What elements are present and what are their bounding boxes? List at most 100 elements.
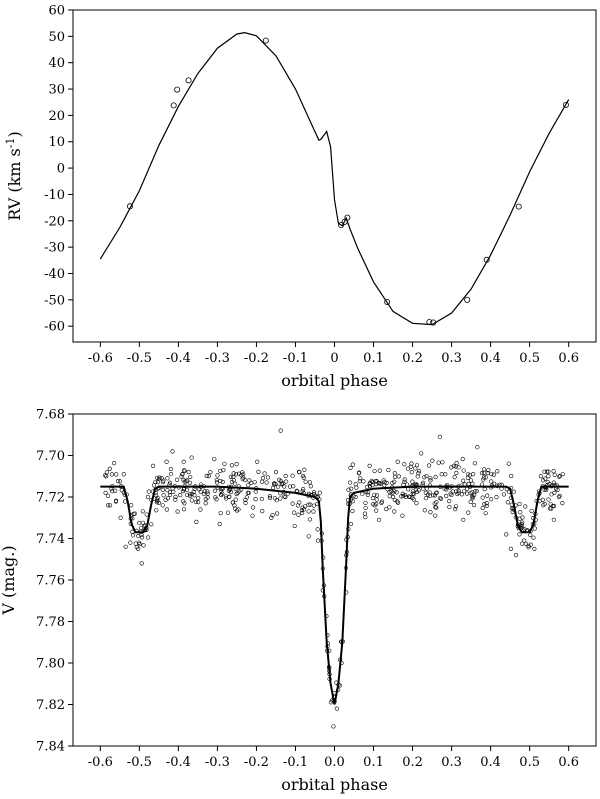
data-point (204, 473, 209, 478)
data-point (149, 522, 154, 527)
data-point (392, 509, 397, 514)
data-point (402, 477, 407, 482)
data-point (376, 481, 381, 486)
data-point (246, 483, 251, 488)
data-point (395, 459, 400, 464)
data-point (495, 469, 500, 474)
data-point (385, 487, 390, 492)
data-point (103, 490, 108, 495)
data-point (494, 494, 499, 500)
y-tick-label: 7.70 (36, 449, 65, 464)
data-point (171, 489, 176, 494)
data-point (423, 490, 428, 495)
data-point (536, 492, 541, 498)
data-point (267, 494, 273, 499)
data-point (243, 477, 248, 483)
data-point (442, 486, 447, 491)
data-point (182, 479, 187, 484)
data-point (471, 502, 477, 508)
data-point (326, 665, 332, 670)
data-point (316, 538, 321, 543)
data-point (188, 474, 193, 480)
data-point (338, 657, 343, 662)
data-point (324, 613, 329, 619)
data-point (234, 491, 239, 497)
data-point (384, 480, 389, 485)
y-tick-label: 7.80 (36, 657, 65, 672)
data-point (447, 504, 452, 510)
y-tick-label: 20 (48, 109, 65, 124)
data-point (306, 502, 311, 507)
data-point (480, 495, 485, 500)
data-point (413, 487, 418, 492)
data-point (416, 468, 422, 474)
data-point (229, 463, 235, 468)
data-point (525, 528, 530, 533)
data-point (189, 498, 194, 503)
data-point (365, 492, 370, 497)
data-point (252, 480, 257, 485)
data-point (505, 500, 511, 505)
data-point (350, 462, 355, 467)
data-point (346, 526, 351, 532)
data-point (250, 513, 255, 518)
data-point (456, 488, 461, 493)
data-point (119, 488, 124, 493)
data-point (311, 509, 316, 514)
x-tick-label: 0 (330, 351, 338, 366)
data-point (214, 480, 220, 485)
data-point (538, 474, 543, 479)
data-point (322, 594, 327, 599)
data-point (231, 471, 236, 476)
data-point (129, 503, 134, 508)
data-point (454, 489, 459, 494)
data-point (465, 472, 471, 477)
data-point (377, 468, 382, 473)
data-point (528, 532, 533, 538)
data-point (470, 496, 475, 501)
data-point (547, 506, 553, 511)
data-point (184, 479, 189, 484)
data-point (361, 479, 366, 484)
data-point (327, 672, 332, 677)
data-point (110, 484, 115, 489)
data-point (395, 499, 400, 504)
data-point (451, 463, 457, 468)
data-point (139, 535, 145, 540)
data-point (381, 478, 386, 483)
data-point (132, 511, 137, 516)
data-point (348, 492, 354, 497)
data-point (339, 660, 344, 666)
data-point (321, 583, 327, 588)
data-point (103, 473, 108, 478)
data-point (174, 86, 181, 93)
data-point (470, 481, 475, 486)
data-point (301, 491, 306, 496)
data-point (113, 499, 119, 504)
x-tick-label: 0.2 (402, 755, 423, 770)
data-point (427, 490, 432, 495)
data-point (301, 507, 307, 512)
data-point (353, 482, 358, 487)
data-point (542, 501, 547, 507)
data-point (167, 482, 172, 487)
data-point (518, 526, 524, 531)
data-point (473, 489, 478, 494)
data-point (124, 492, 129, 497)
data-point (178, 492, 183, 498)
rv-ticks: -0.6 -0.5 -0.4 -0.3 -0.2 -0.1 0 0.1 0.2 0.3 0.4 0.5… (44, 4, 579, 367)
data-point (227, 494, 232, 500)
data-point (198, 507, 203, 512)
y-tick-label: 10 (48, 135, 65, 150)
data-point (262, 37, 269, 44)
data-point (109, 486, 114, 491)
data-point (212, 457, 217, 462)
x-tick-label: 0.1 (363, 351, 384, 366)
x-tick-label: 0.4 (480, 755, 501, 770)
data-point (434, 490, 439, 496)
data-point (551, 503, 557, 509)
x-tick-label: -0.6 (88, 755, 113, 770)
data-point (471, 471, 476, 477)
data-point (378, 481, 383, 487)
data-point (438, 496, 444, 501)
